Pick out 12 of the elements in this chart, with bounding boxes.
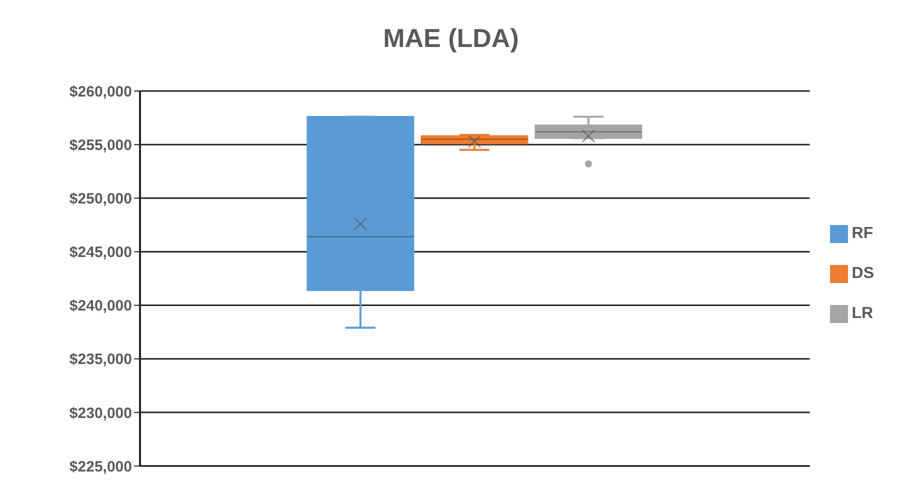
- y-tick-label: $255,000: [69, 136, 132, 154]
- y-tick-label: $260,000: [69, 83, 132, 100]
- legend-label: LR: [852, 305, 874, 322]
- y-tick-label: $250,000: [69, 190, 132, 208]
- y-tick-label: $225,000: [69, 458, 132, 476]
- y-tick-label: $240,000: [69, 298, 132, 315]
- y-tick-label: $245,000: [69, 244, 132, 262]
- y-tick-label: $235,000: [69, 351, 132, 368]
- legend-label: RF: [852, 225, 874, 242]
- chart-title: MAE (LDA): [382, 22, 520, 55]
- y-tick-label: $230,000: [69, 404, 132, 422]
- legend-label: DS: [852, 265, 874, 282]
